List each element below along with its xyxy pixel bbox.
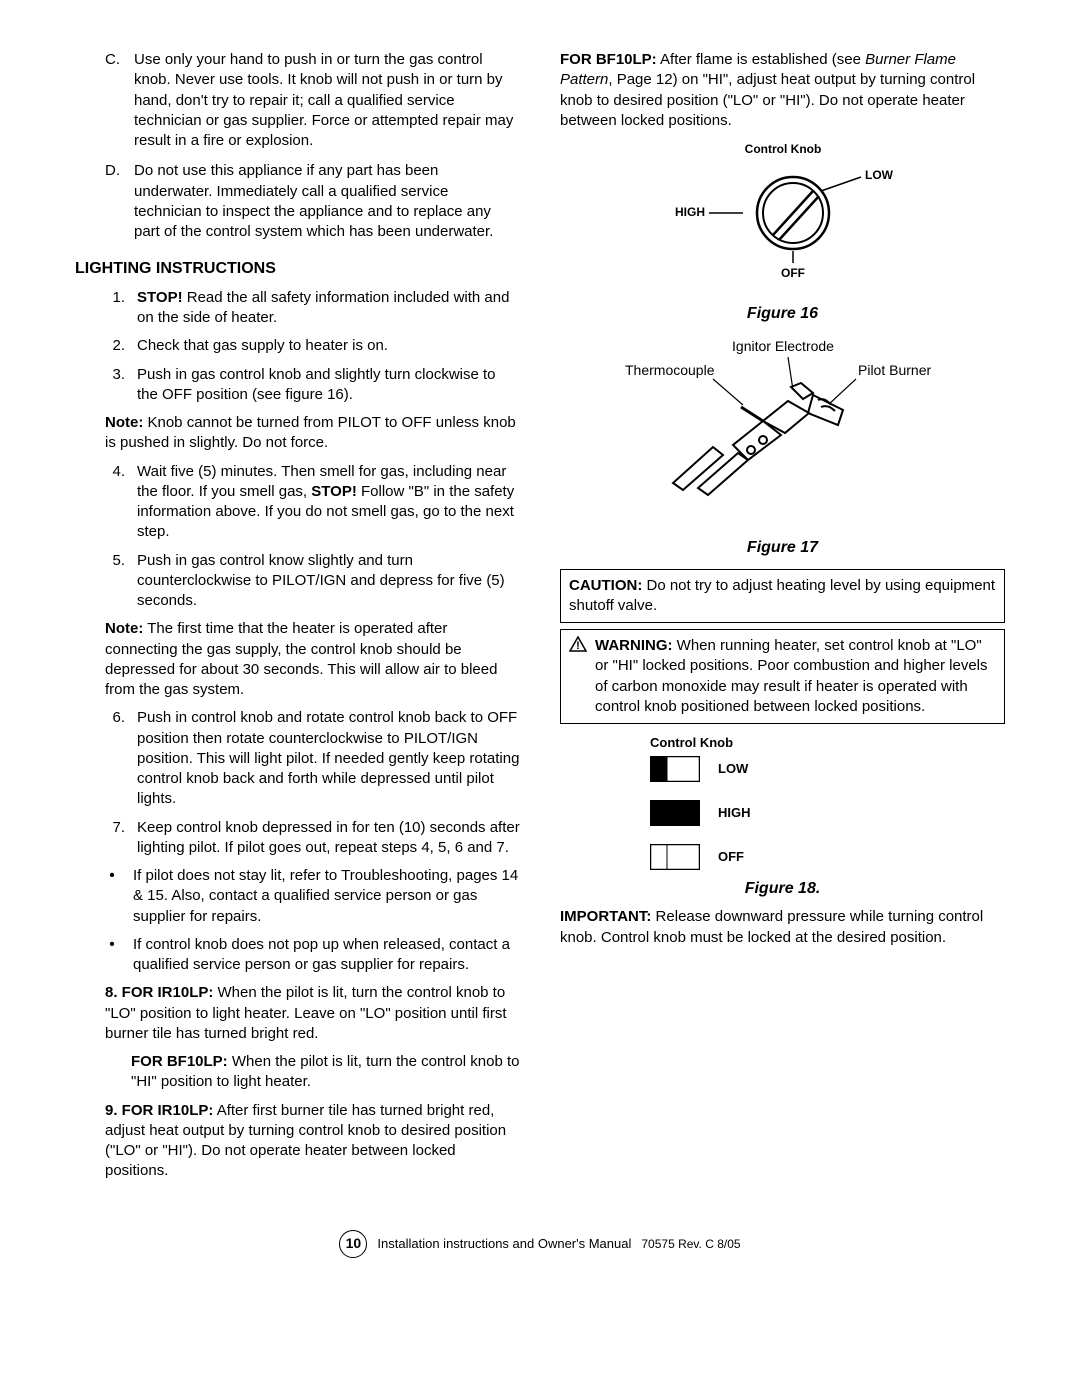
step-6-text: Push in control knob and rotate control … bbox=[137, 708, 520, 809]
step-9: 9. FOR IR10LP: After first burner tile h… bbox=[75, 1101, 520, 1182]
step-d: D. Do not use this appliance if any part… bbox=[75, 161, 520, 242]
note-b-lead: Note: bbox=[105, 620, 143, 637]
figure-18-caption: Figure 18. bbox=[560, 878, 1005, 900]
bullet-2-marker: • bbox=[105, 935, 119, 976]
step-7-text: Keep control knob depressed in for ten (… bbox=[137, 818, 520, 859]
step-c-text: Use only your hand to push in or turn th… bbox=[134, 50, 520, 151]
page-footer: 10 Installation instructions and Owner's… bbox=[75, 1230, 1005, 1258]
step-8-lead: 8. FOR IR10LP: bbox=[105, 984, 213, 1001]
note-a: Note: Knob cannot be turned from PILOT t… bbox=[75, 413, 520, 454]
note-b-text: The first time that the heater is operat… bbox=[105, 620, 497, 698]
step-3-text: Push in gas control knob and slightly tu… bbox=[137, 365, 520, 406]
step-8: 8. FOR IR10LP: When the pilot is lit, tu… bbox=[75, 983, 520, 1092]
step-1-body: STOP! Read the all safety information in… bbox=[137, 288, 520, 329]
fig17-pilot-label: Pilot Burner bbox=[858, 362, 931, 378]
lighting-heading: LIGHTING INSTRUCTIONS bbox=[75, 258, 520, 280]
right-intro-pre: After flame is established (see bbox=[657, 51, 865, 68]
fig18-low-indicator bbox=[650, 756, 700, 782]
note-b: Note: The first time that the heater is … bbox=[75, 619, 520, 700]
fig17-thermo-label: Thermocouple bbox=[625, 362, 715, 378]
step-8-bf: FOR BF10LP: When the pilot is lit, turn … bbox=[105, 1052, 520, 1093]
step-8-bf-lead: FOR BF10LP: bbox=[131, 1053, 228, 1070]
step-5-marker: 5. bbox=[105, 551, 125, 612]
important-lead: IMPORTANT: bbox=[560, 908, 651, 925]
fig16-off-label: OFF bbox=[781, 266, 805, 280]
warning-box: ! WARNING: When running heater, set cont… bbox=[560, 629, 1005, 724]
important-block: IMPORTANT: Release downward pressure whi… bbox=[560, 907, 1005, 948]
right-intro-post: , Page 12) on "HI", adjust heat output b… bbox=[560, 71, 975, 129]
svg-text:!: ! bbox=[576, 640, 580, 652]
step-6: 6. Push in control knob and rotate contr… bbox=[105, 708, 520, 809]
control-knob-diagram: Control Knob HIGH LOW OFF bbox=[653, 141, 913, 291]
step-7-marker: 7. bbox=[105, 818, 125, 859]
step-1: 1. STOP! Read the all safety information… bbox=[105, 288, 520, 329]
step-6-marker: 6. bbox=[105, 708, 125, 809]
bullet-1-text: If pilot does not stay lit, refer to Tro… bbox=[133, 866, 520, 927]
figure-16-caption: Figure 16 bbox=[560, 303, 1005, 325]
step-2: 2. Check that gas supply to heater is on… bbox=[105, 336, 520, 356]
fig18-high-label: HIGH bbox=[718, 804, 751, 822]
fig18-low-label: LOW bbox=[718, 760, 748, 778]
step-4-body: Wait five (5) minutes. Then smell for ga… bbox=[137, 462, 520, 543]
fig18-off-label: OFF bbox=[718, 848, 744, 866]
fig16-low-label: LOW bbox=[865, 168, 894, 182]
caution-box: CAUTION: Do not try to adjust heating le… bbox=[560, 569, 1005, 624]
page-number: 10 bbox=[339, 1230, 367, 1258]
figure-16: Control Knob HIGH LOW OFF Figure 16 bbox=[560, 141, 1005, 325]
fig18-off-row: OFF bbox=[650, 844, 1005, 870]
figure-17: Ignitor Electrode Thermocouple Pilot Bur… bbox=[560, 335, 1005, 559]
right-intro-lead: FOR BF10LP: bbox=[560, 51, 657, 68]
figure-17-caption: Figure 17 bbox=[560, 537, 1005, 559]
numbered-list-2: 4. Wait five (5) minutes. Then smell for… bbox=[75, 462, 520, 612]
numbered-list-3: 6. Push in control knob and rotate contr… bbox=[75, 708, 520, 858]
note-a-lead: Note: bbox=[105, 414, 143, 431]
left-column: C. Use only your hand to push in or turn… bbox=[75, 50, 520, 1190]
step-4-bold: STOP! bbox=[311, 483, 357, 500]
footer-revision: 70575 Rev. C 8/05 bbox=[641, 1236, 740, 1252]
fig18-off-indicator bbox=[650, 844, 700, 870]
fig18-low-row: LOW bbox=[650, 756, 1005, 782]
fig18-title: Control Knob bbox=[650, 734, 1005, 752]
fig18-high-row: HIGH bbox=[650, 800, 1005, 826]
fig16-title-label: Control Knob bbox=[744, 142, 821, 156]
page-columns: C. Use only your hand to push in or turn… bbox=[75, 50, 1005, 1190]
pilot-assembly-diagram: Ignitor Electrode Thermocouple Pilot Bur… bbox=[613, 335, 953, 525]
bullet-2-text: If control knob does not pop up when rel… bbox=[133, 935, 520, 976]
step-9-lead: 9. FOR IR10LP: bbox=[105, 1102, 213, 1119]
step-2-marker: 2. bbox=[105, 336, 125, 356]
bullet-2: • If control knob does not pop up when r… bbox=[75, 935, 520, 976]
note-a-text: Knob cannot be turned from PILOT to OFF … bbox=[105, 414, 516, 451]
step-5: 5. Push in gas control know slightly and… bbox=[105, 551, 520, 612]
numbered-list: 1. STOP! Read the all safety information… bbox=[75, 288, 520, 405]
warning-triangle-icon: ! bbox=[569, 636, 587, 658]
step-2-text: Check that gas supply to heater is on. bbox=[137, 336, 520, 356]
step-1-bold: STOP! bbox=[137, 289, 183, 306]
caution-lead: CAUTION: bbox=[569, 577, 642, 594]
step-4-marker: 4. bbox=[105, 462, 125, 543]
step-3: 3. Push in gas control knob and slightly… bbox=[105, 365, 520, 406]
step-d-marker: D. bbox=[105, 161, 120, 242]
step-5-text: Push in gas control know slightly and tu… bbox=[137, 551, 520, 612]
fig16-high-label: HIGH bbox=[675, 205, 705, 219]
right-intro: FOR BF10LP: After flame is established (… bbox=[560, 50, 1005, 131]
step-d-text: Do not use this appliance if any part ha… bbox=[134, 161, 520, 242]
step-8-ir: 8. FOR IR10LP: When the pilot is lit, tu… bbox=[105, 983, 520, 1044]
step-c: C. Use only your hand to push in or turn… bbox=[75, 50, 520, 151]
step-c-marker: C. bbox=[105, 50, 120, 151]
footer-title: Installation instructions and Owner's Ma… bbox=[377, 1235, 631, 1253]
step-1-marker: 1. bbox=[105, 288, 125, 329]
figure-18: Control Knob LOW HIGH OFF bbox=[560, 734, 1005, 899]
step-7: 7. Keep control knob depressed in for te… bbox=[105, 818, 520, 859]
step-4: 4. Wait five (5) minutes. Then smell for… bbox=[105, 462, 520, 543]
step-3-marker: 3. bbox=[105, 365, 125, 406]
fig17-ignitor-label: Ignitor Electrode bbox=[732, 338, 834, 354]
bullet-1: • If pilot does not stay lit, refer to T… bbox=[75, 866, 520, 927]
fig18-high-indicator bbox=[650, 800, 700, 826]
right-column: FOR BF10LP: After flame is established (… bbox=[560, 50, 1005, 1190]
warning-lead: WARNING: bbox=[595, 637, 673, 654]
step-1-text: Read the all safety information included… bbox=[137, 289, 509, 326]
bullet-1-marker: • bbox=[105, 866, 119, 927]
warning-body: WARNING: When running heater, set contro… bbox=[595, 636, 996, 717]
